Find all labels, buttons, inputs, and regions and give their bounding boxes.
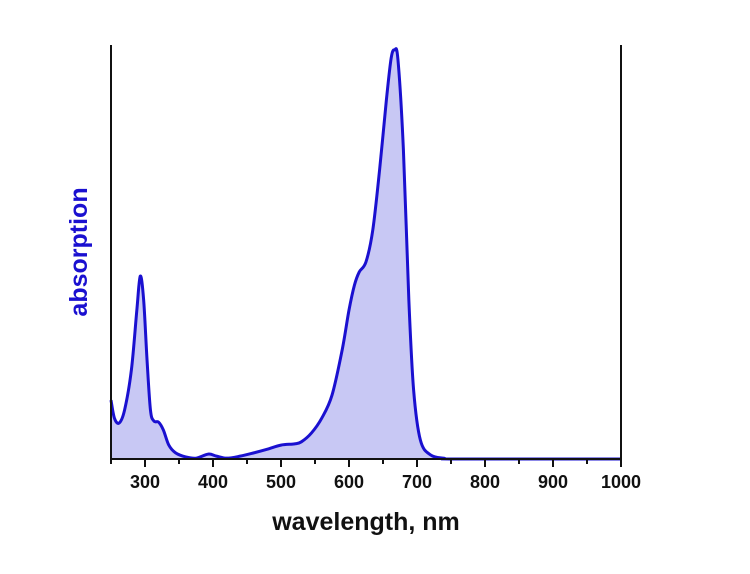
series-line xyxy=(109,47,622,461)
x-axis-label: wavelength, nm xyxy=(271,508,460,536)
x-tick-label: 400 xyxy=(198,472,228,492)
x-tick-label: 700 xyxy=(402,472,432,492)
x-tick-label: 800 xyxy=(470,472,500,492)
y-axis-label: absorption xyxy=(65,187,93,316)
x-tick-label: 1000 xyxy=(601,472,641,492)
x-tick-label: 600 xyxy=(334,472,364,492)
series-area-fill xyxy=(111,48,621,460)
x-tick-label: 900 xyxy=(538,472,568,492)
x-tick-label: 500 xyxy=(266,472,296,492)
x-ticks: 300 400 500 600 700 800 900 1000 xyxy=(110,459,641,492)
axes xyxy=(110,45,622,460)
x-tick-label: 300 xyxy=(130,472,160,492)
